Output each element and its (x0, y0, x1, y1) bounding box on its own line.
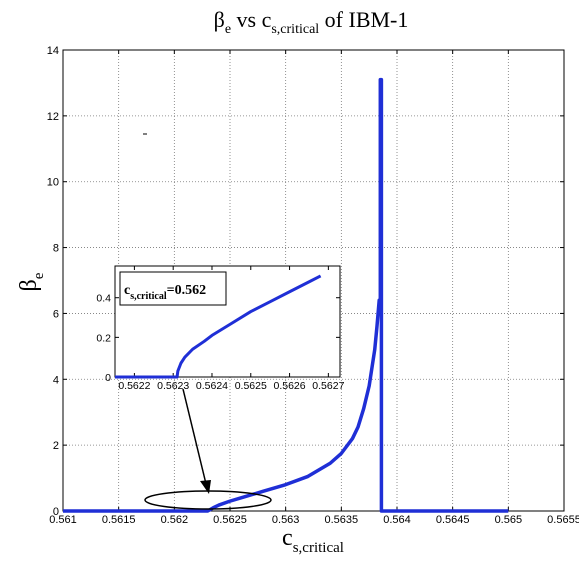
inset-x-tick-label: 0.5623 (157, 380, 189, 392)
x-tick-label: 0.5645 (436, 514, 470, 526)
y-tick-label: 10 (47, 177, 59, 189)
zoom-arrow (182, 388, 208, 489)
inset-x-tick-label: 0.5622 (118, 380, 150, 392)
inset-x-tick-label: 0.5626 (274, 380, 306, 392)
inset-x-tick-label: 0.5625 (235, 380, 267, 392)
y-axis-label: βe (16, 272, 47, 291)
y-tick-label: 2 (53, 440, 59, 452)
inset-axis-ticks: 0.5622 0.5623 0.5624 0.5625 0.5626 0.5627 0 0.2… (96, 266, 345, 392)
x-tick-label: 0.5625 (213, 514, 247, 526)
y-tick-label: 4 (53, 374, 59, 386)
inset-y-tick-label: 0.2 (96, 332, 111, 344)
inset-x-tick-label: 0.5627 (312, 380, 344, 392)
y-tick-label: 8 (53, 243, 59, 255)
zoom-arrow-head (200, 480, 211, 494)
y-tick-label: 6 (53, 308, 59, 320)
x-tick-label: 0.561 (49, 514, 77, 526)
inset-annotation-label: cs,critical=0.562 (124, 283, 206, 302)
inset-y-tick-label: 0.4 (96, 293, 111, 305)
y-tick-label: 0 (53, 506, 59, 518)
series-polyline (63, 77, 509, 513)
series-line (63, 77, 509, 513)
x-tick-label: 0.5635 (325, 514, 359, 526)
x-tick-label: 0.565 (495, 514, 523, 526)
x-tick-label: 0.5615 (102, 514, 136, 526)
x-tick-label: 0.563 (272, 514, 300, 526)
inset-series-polyline (115, 274, 322, 379)
x-tick-label: 0.562 (161, 514, 189, 526)
inset-y-tick-label: 0 (105, 372, 111, 384)
axis-ticks: 0.561 0.5615 0.562 0.5625 0.563 0.5635 0.564 0.… (47, 45, 579, 526)
x-tick-label: 0.5655 (547, 514, 579, 526)
y-tick-label: 12 (47, 111, 59, 123)
inset-x-tick-label: 0.5624 (196, 380, 228, 392)
grid (63, 50, 564, 511)
x-tick-label: 0.564 (383, 514, 411, 526)
inset-annotation-box (119, 271, 227, 306)
y-tick-label: 14 (47, 45, 59, 57)
inset-series-line (115, 274, 322, 379)
x-axis-label: cs,critical (282, 525, 344, 556)
chart-title: βe vs cs,critical of IBM-1 (214, 7, 409, 37)
